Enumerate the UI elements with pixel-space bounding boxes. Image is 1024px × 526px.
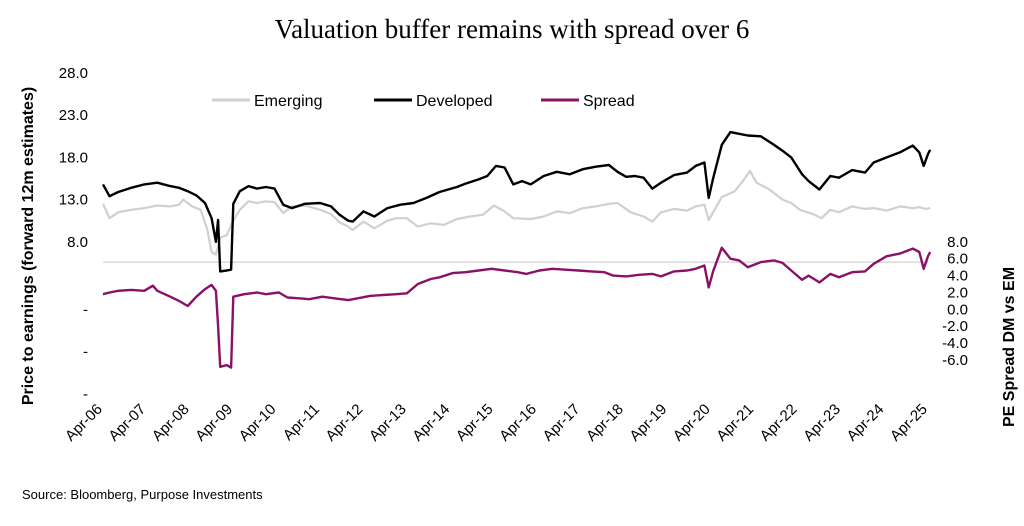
x-tick-label: Apr-21 (713, 401, 757, 445)
series-line-developed (101, 130, 932, 273)
x-tick-labels: Apr-06 Apr-07 Apr-08 Apr-09 Apr-10 Apr-11 Apr-… (62, 401, 931, 445)
y-left-tick-label: 28.0 (59, 65, 88, 82)
y-left-tick-label: - (83, 386, 88, 403)
x-tick-label: Apr-20 (670, 401, 714, 445)
x-tick-label: Apr-15 (453, 401, 497, 445)
y-left-tick-label: - (83, 301, 88, 318)
x-tick-label: Apr-09 (192, 401, 236, 445)
y-right-tick-label: 8.0 (947, 234, 968, 251)
y-right-tick-label: -4.0 (942, 335, 968, 352)
x-tick-label: Apr-17 (540, 401, 584, 445)
x-tick-label: Apr-18 (583, 401, 627, 445)
y-left-tick-label: 23.0 (59, 107, 88, 124)
y-axis-left-title: Price to earnings (forward 12m estimates… (20, 87, 37, 405)
x-tick-label: Apr-22 (757, 401, 801, 445)
x-tick-label: Apr-16 (496, 401, 540, 445)
y-right-tick-label: 0.0 (947, 301, 968, 318)
legend-label-spread: Spread (583, 93, 635, 110)
y-right-tick-label: 6.0 (947, 251, 968, 268)
y-right-tick-labels: 8.06.04.02.00.0-2.0-4.0-6.0 (942, 234, 968, 369)
x-tick-label: Apr-13 (366, 401, 410, 445)
y-axis-right-title: PE Spread DM vs EM (1001, 267, 1018, 427)
x-tick-label: Apr-24 (844, 401, 888, 445)
y-right-tick-label: 2.0 (947, 284, 968, 301)
series-lines (101, 130, 932, 369)
y-left-tick-label: 13.0 (59, 192, 88, 209)
source-note: Source: Bloomberg, Purpose Investments (22, 487, 263, 502)
series-line-spread (102, 246, 932, 369)
legend: Emerging Developed Spread (212, 93, 635, 110)
y-left-tick-labels: 28.0 23.0 18.0 13.0 8.0 - - - (59, 65, 88, 403)
y-right-tick-label: 4.0 (947, 268, 968, 285)
x-tick-label: Apr-23 (800, 401, 844, 445)
x-tick-label: Apr-07 (105, 401, 149, 445)
y-right-tick-label: -2.0 (942, 318, 968, 335)
legend-label-emerging: Emerging (254, 93, 322, 110)
y-right-tick-label: -6.0 (942, 352, 968, 369)
x-tick-label: Apr-06 (62, 401, 106, 445)
legend-label-developed: Developed (416, 93, 493, 110)
chart-title: Valuation buffer remains with spread ove… (274, 14, 750, 44)
x-tick-label: Apr-14 (409, 401, 453, 445)
x-tick-label: Apr-25 (887, 401, 931, 445)
x-tick-label: Apr-11 (280, 401, 323, 444)
y-left-tick-label: 8.0 (67, 234, 88, 251)
y-left-tick-label: 18.0 (59, 149, 88, 166)
x-tick-label: Apr-08 (149, 401, 193, 445)
y-left-tick-label: - (83, 344, 88, 361)
x-tick-label: Apr-10 (236, 401, 280, 445)
x-tick-label: Apr-19 (626, 401, 670, 445)
x-tick-label: Apr-12 (322, 401, 366, 445)
